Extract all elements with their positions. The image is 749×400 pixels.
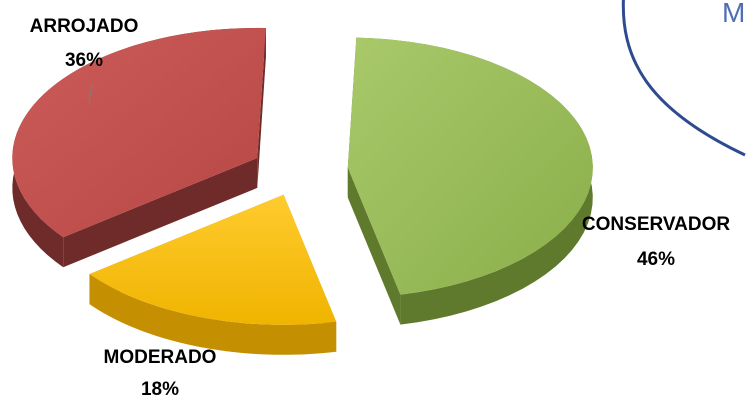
corner-shape-outline: [621, 0, 746, 157]
leader-line-arrojado: [88, 83, 93, 104]
slice-label-arrojado: ARROJADO 36%: [30, 16, 139, 71]
corner-shape-text: M: [722, 0, 745, 28]
corner-shape: M: [621, 0, 746, 157]
pie-slice-top: [347, 37, 593, 295]
pie-slice-wall: [63, 157, 258, 268]
pie-slice-conservador: [347, 37, 593, 325]
pie-slice-top: [89, 194, 337, 325]
slice-label-name: ARROJADO: [30, 16, 139, 37]
pie-slice-moderado: [89, 194, 337, 355]
pie-slices: [12, 27, 593, 355]
slice-label-percent: 18%: [141, 379, 179, 400]
pie-slice-wall: [257, 28, 266, 188]
pie-slice-top: [12, 27, 266, 238]
pie-slice-side: [89, 274, 337, 355]
slice-label-percent: 36%: [65, 50, 103, 71]
pie-slice-wall: [347, 167, 401, 325]
slice-label-percent: 46%: [637, 249, 675, 270]
pie-slice-arrojado: [12, 27, 266, 268]
slice-label-moderado: MODERADO 18%: [104, 347, 217, 400]
slice-label-name: CONSERVADOR: [582, 214, 730, 235]
slice-label-name: MODERADO: [104, 347, 217, 368]
slice-label-conservador: CONSERVADOR 46%: [582, 214, 730, 270]
